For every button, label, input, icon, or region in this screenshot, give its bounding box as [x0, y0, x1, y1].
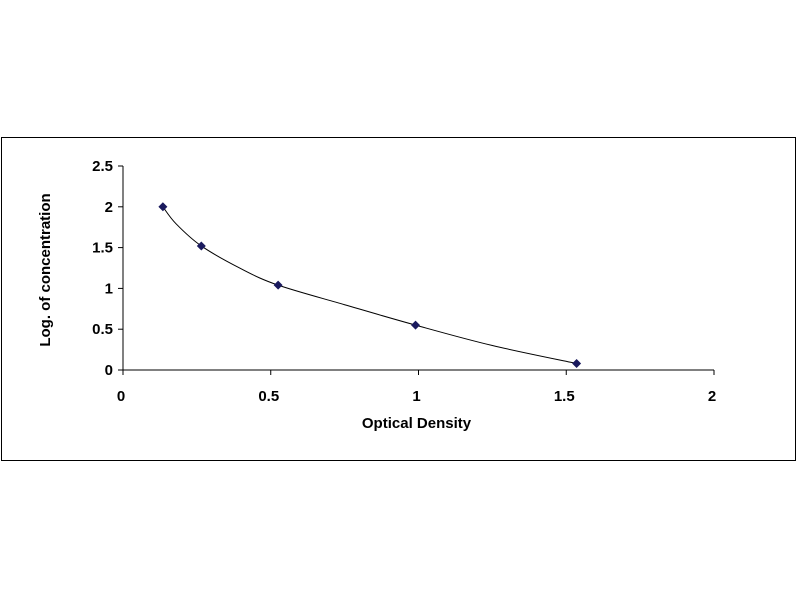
y-axis-title: Log. of concentration — [37, 193, 54, 346]
x-axis-title: Optical Density — [362, 415, 472, 432]
y-tick-label: 0 — [105, 362, 113, 379]
x-tick-label: 0.5 — [258, 388, 279, 405]
x-tick-label: 1 — [412, 388, 420, 405]
x-tick-label: 2 — [708, 388, 716, 405]
y-tick-label: 2.5 — [92, 158, 113, 175]
data-point-marker — [411, 320, 421, 330]
y-tick-label: 2 — [105, 199, 113, 216]
x-tick-label: 1.5 — [554, 388, 575, 405]
axes — [122, 166, 714, 371]
data-points — [158, 202, 582, 368]
x-tick-label: 0 — [117, 388, 125, 405]
data-point-marker — [158, 202, 168, 212]
data-point-marker — [196, 241, 206, 251]
chart-frame — [1, 137, 796, 461]
fit-curve — [162, 206, 577, 364]
y-tick-label: 0.5 — [92, 321, 113, 338]
data-point-marker — [273, 280, 283, 290]
data-point-marker — [572, 358, 582, 368]
y-tick-label: 1.5 — [92, 240, 113, 257]
y-tick-label: 1 — [105, 280, 113, 297]
y-axis-ticks: 0 0.5 1 1.5 2 2.5 — [92, 158, 123, 379]
x-axis-ticks: 0 0.5 1 1.5 2 — [117, 370, 716, 405]
